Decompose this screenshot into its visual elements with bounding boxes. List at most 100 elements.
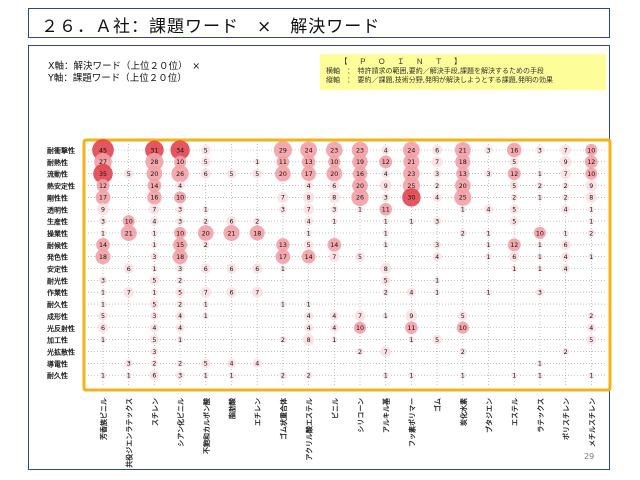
data-bubble [560,168,571,180]
data-bubble [352,154,368,170]
data-bubble [202,217,210,225]
data-bubble [301,249,316,264]
data-label: 18 [253,230,261,237]
data-bubble [253,217,261,225]
data-label: 1 [204,207,208,214]
data-label: 5 [101,313,105,320]
data-label: 5 [204,159,208,166]
data-label: 7 [127,290,131,297]
data-bubble [99,300,107,308]
data-bubble [456,167,470,181]
data-bubble [459,372,466,379]
data-bubble [561,204,571,214]
data-label: 2 [384,290,388,297]
data-bubble [511,265,518,272]
x-tick-label: ポリスチレン [562,398,571,440]
y-tick-label: 加工性 [46,336,68,345]
data-label: 6 [204,266,208,273]
data-label: 2 [178,301,182,308]
data-label: 4 [152,325,156,332]
data-label: 45 [99,147,107,154]
data-bubble [585,179,598,192]
data-label: 21 [227,230,235,237]
data-bubble [454,188,472,206]
data-label: 3 [101,278,105,285]
data-bubble [382,312,389,320]
data-bubble [98,276,108,285]
data-bubble [99,372,107,379]
data-label: 20 [150,171,158,178]
data-label: 7 [307,207,311,214]
data-label: 1 [409,218,413,225]
data-bubble [485,229,492,237]
data-bubble [331,217,338,225]
data-label: 1 [409,337,413,344]
y-tick-label: 流動性 [47,170,68,179]
data-bubble [561,347,570,356]
data-bubble [275,249,291,265]
data-label: 3 [538,147,542,154]
data-label: 4 [255,361,259,368]
x-tick-label: アルキル基 [382,397,391,433]
data-bubble [175,311,185,321]
data-bubble [381,145,391,155]
data-bubble [586,334,597,345]
data-bubble [326,141,343,159]
data-bubble [200,168,211,179]
data-label: 6 [127,266,131,273]
data-bubble [175,264,185,273]
data-bubble [97,322,109,333]
data-bubble [151,241,158,248]
data-bubble [170,140,190,160]
data-label: 1 [538,266,542,273]
data-bubble [454,142,471,158]
data-bubble [406,287,416,297]
data-bubble [431,144,443,156]
data-bubble [381,193,390,202]
data-bubble [226,168,237,179]
data-label: 1 [461,207,465,214]
data-label: 2 [358,349,362,356]
data-bubble [402,141,420,159]
data-bubble [249,225,265,241]
data-bubble [585,143,598,157]
data-bubble [172,249,188,265]
data-bubble [149,275,160,286]
data-label: 1 [178,337,182,344]
data-label: 5 [461,313,465,320]
x-tick-label: 芳香族ビニル [99,398,108,440]
y-tick-label: 安定性 [47,265,68,274]
data-bubble [432,169,442,178]
data-label: 1 [281,266,285,273]
data-bubble [149,203,160,215]
data-bubble [380,346,392,357]
data-label: 1 [101,230,105,237]
x-tick-label: ゴム状重合体 [279,397,288,440]
data-bubble [202,241,210,249]
data-label: 2 [564,349,568,356]
data-label: 3 [486,171,490,178]
data-label: 4 [152,218,156,225]
data-bubble [275,165,291,182]
data-bubble [99,289,107,296]
data-bubble [124,359,133,368]
data-label: 1 [204,372,208,379]
data-bubble [536,253,544,260]
data-bubble [509,251,520,262]
data-label: 6 [229,266,233,273]
data-label: 8 [332,195,336,202]
data-label: 4 [229,361,233,368]
data-label: 14 [305,254,313,261]
data-bubble [353,321,367,334]
data-bubble [535,145,545,155]
data-label: 5 [358,254,362,261]
data-label: 10 [330,159,338,166]
y-tick-label: 発色性 [46,253,68,262]
data-label: 1 [101,290,105,297]
x-tick-label: シリコーン [357,398,365,433]
data-label: 5 [152,278,156,285]
data-label: 10 [176,230,184,237]
data-bubble [202,372,209,379]
data-label: 27 [99,159,107,166]
data-bubble [408,217,415,225]
